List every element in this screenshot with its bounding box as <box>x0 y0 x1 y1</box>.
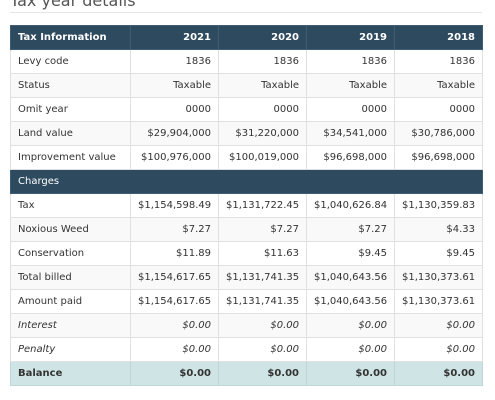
header-cell: Tax Information <box>10 25 131 50</box>
cell: $1,130,359.83 <box>394 193 483 218</box>
cell: $11.89 <box>130 241 219 266</box>
divider <box>10 12 482 13</box>
cell: $0.00 <box>218 313 307 338</box>
cell: $0.00 <box>130 361 219 386</box>
row-label: Balance <box>10 361 131 386</box>
header-cell: 2019 <box>306 25 395 50</box>
cell: 0000 <box>394 97 483 122</box>
cell: $0.00 <box>394 313 483 338</box>
cell: $96,698,000 <box>306 145 395 170</box>
table-row: Levy code 1836 1836 1836 1836 <box>10 49 483 74</box>
cell: $1,040,643.56 <box>306 265 395 290</box>
row-label: Omit year <box>10 97 131 122</box>
table-row: Conservation $11.89 $11.63 $9.45 $9.45 <box>10 241 483 266</box>
row-label: Amount paid <box>10 289 131 314</box>
cell: $9.45 <box>394 241 483 266</box>
row-label: Noxious Weed <box>10 217 131 242</box>
row-label: Total billed <box>10 265 131 290</box>
cell: $1,130,373.61 <box>394 289 483 314</box>
cell: $4.33 <box>394 217 483 242</box>
header-row: Tax Information 2021 2020 2019 2018 <box>10 25 483 50</box>
row-label: Penalty <box>10 337 131 362</box>
cell: $7.27 <box>130 217 219 242</box>
cell: $0.00 <box>130 313 219 338</box>
cell: $30,786,000 <box>394 121 483 146</box>
cell: $1,131,722.45 <box>218 193 307 218</box>
cell: 0000 <box>306 97 395 122</box>
cell: Taxable <box>130 73 219 98</box>
cell: $0.00 <box>394 337 483 362</box>
cell: $0.00 <box>306 337 395 362</box>
tax-table: Tax Information 2021 2020 2019 2018 Levy cod… <box>10 25 483 386</box>
row-label: Levy code <box>10 49 131 74</box>
row-label: Interest <box>10 313 131 338</box>
cell: 1836 <box>130 49 219 74</box>
cell: $1,040,643.56 <box>306 289 395 314</box>
row-label: Conservation <box>10 241 131 266</box>
cell: 1836 <box>306 49 395 74</box>
cell: $1,154,617.65 <box>130 265 219 290</box>
row-label: Land value <box>10 121 131 146</box>
cell: Taxable <box>306 73 395 98</box>
cell: $0.00 <box>306 313 395 338</box>
table-row: Interest $0.00 $0.00 $0.00 $0.00 <box>10 313 483 338</box>
cell: $0.00 <box>394 361 483 386</box>
cell: $0.00 <box>218 361 307 386</box>
cell: $1,131,741.35 <box>218 265 307 290</box>
table-row: Amount paid $1,154,617.65 $1,131,741.35 $1,… <box>10 289 483 314</box>
table-row: Improvement value $100,976,000 $100,019,00… <box>10 145 483 170</box>
row-label: Status <box>10 73 131 98</box>
cell: $1,131,741.35 <box>218 289 307 314</box>
table-row: Noxious Weed $7.27 $7.27 $7.27 $4.33 <box>10 217 483 242</box>
cell: $1,154,617.65 <box>130 289 219 314</box>
header-cell: 2021 <box>130 25 219 50</box>
cell: $0.00 <box>218 337 307 362</box>
cell: 1836 <box>394 49 483 74</box>
cell: $100,976,000 <box>130 145 219 170</box>
table-row: Total billed $1,154,617.65 $1,131,741.35 $1… <box>10 265 483 290</box>
header-cell: 2020 <box>218 25 307 50</box>
table-row: Omit year 0000 0000 0000 0000 <box>10 97 483 122</box>
cell: $1,040,626.84 <box>306 193 395 218</box>
table-row: Balance $0.00 $0.00 $0.00 $0.00 <box>10 361 483 386</box>
cell: $31,220,000 <box>218 121 307 146</box>
cell: $29,904,000 <box>130 121 219 146</box>
cell: 1836 <box>218 49 307 74</box>
cell: $1,154,598.49 <box>130 193 219 218</box>
cell: $7.27 <box>218 217 307 242</box>
cell: Taxable <box>218 73 307 98</box>
row-label: Tax <box>10 193 131 218</box>
table-row: Penalty $0.00 $0.00 $0.00 $0.00 <box>10 337 483 362</box>
cell: 0000 <box>218 97 307 122</box>
cell: $100,019,000 <box>218 145 307 170</box>
cell: $11.63 <box>218 241 307 266</box>
cell: $0.00 <box>130 337 219 362</box>
section-row: Charges <box>10 169 483 194</box>
section-label: Charges <box>10 169 483 194</box>
table-row: Land value $29,904,000 $31,220,000 $34,541,… <box>10 121 483 146</box>
table-row: Tax $1,154,598.49 $1,131,722.45 $1,040,626.… <box>10 193 483 218</box>
cell: $1,130,373.61 <box>394 265 483 290</box>
cell: $9.45 <box>306 241 395 266</box>
row-label: Improvement value <box>10 145 131 170</box>
cell: $96,698,000 <box>394 145 483 170</box>
cell: Taxable <box>394 73 483 98</box>
cell: 0000 <box>130 97 219 122</box>
cell: $0.00 <box>306 361 395 386</box>
table-row: Status Taxable Taxable Taxable Taxable <box>10 73 483 98</box>
page-title: Tax year details <box>10 0 136 10</box>
cell: $34,541,000 <box>306 121 395 146</box>
cell: $7.27 <box>306 217 395 242</box>
header-cell: 2018 <box>394 25 483 50</box>
